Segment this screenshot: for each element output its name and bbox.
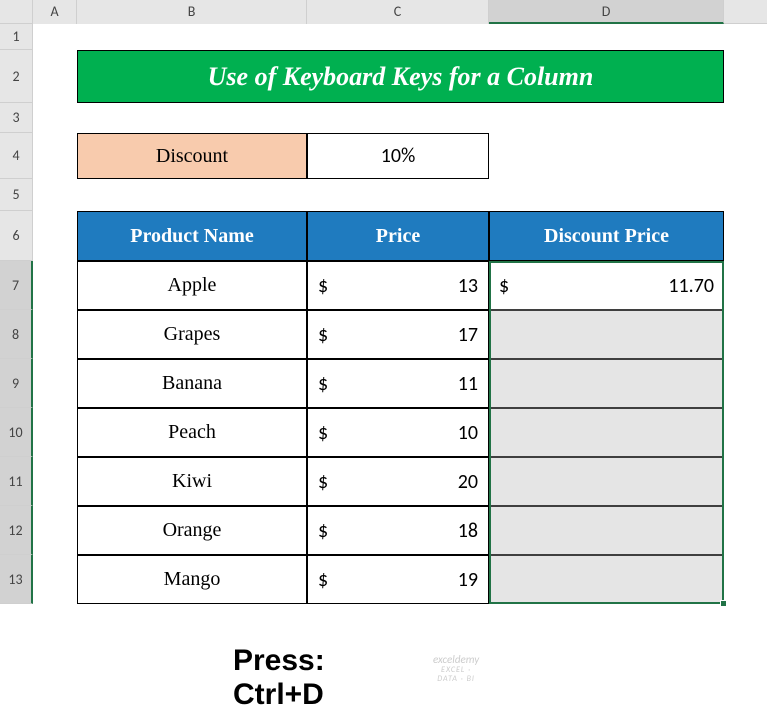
product-name-cell[interactable]: Apple <box>77 261 307 310</box>
row-header-7[interactable]: 7 <box>0 261 33 310</box>
currency-symbol: $ <box>499 274 509 298</box>
discount-price-cell[interactable] <box>489 506 724 555</box>
watermark-line2: EXCEL · DATA · BI <box>433 666 479 684</box>
price-cell[interactable]: $ 18 <box>307 506 489 555</box>
col-header-A[interactable]: A <box>33 0 77 24</box>
product-name-cell[interactable]: Kiwi <box>77 457 307 506</box>
discount-value-cell[interactable]: 10% <box>307 133 489 179</box>
currency-symbol: $ <box>318 470 328 494</box>
header-price[interactable]: Price <box>307 211 489 261</box>
currency-symbol: $ <box>318 421 328 445</box>
product-name-cell[interactable]: Orange <box>77 506 307 555</box>
col-header-C[interactable]: C <box>307 0 489 24</box>
product-name-cell[interactable]: Peach <box>77 408 307 457</box>
row-header-9[interactable]: 9 <box>0 359 33 408</box>
row-header-2[interactable]: 2 <box>0 50 33 103</box>
product-name-cell[interactable]: Grapes <box>77 310 307 359</box>
discount-price-cell[interactable] <box>489 408 724 457</box>
active-discount-price[interactable]: $ 11.70 <box>489 261 724 310</box>
product-name-cell[interactable]: Mango <box>77 555 307 604</box>
fill-handle[interactable] <box>720 600 727 607</box>
price-value: 10 <box>458 421 478 445</box>
header-discount-price[interactable]: Discount Price <box>489 211 724 261</box>
discount-price-cell[interactable] <box>489 310 724 359</box>
row-header-1[interactable]: 1 <box>0 24 33 50</box>
instruction-text: Press: Ctrl+D <box>233 644 325 712</box>
price-cell[interactable]: $ 20 <box>307 457 489 506</box>
col-header-D[interactable]: D <box>489 0 724 24</box>
title-cell[interactable]: Use of Keyboard Keys for a Column <box>77 50 724 103</box>
discount-price-value: 11.70 <box>668 274 714 298</box>
price-value: 17 <box>458 323 478 347</box>
watermark: exceldemy EXCEL · DATA · BI <box>433 654 479 684</box>
row-header-13[interactable]: 13 <box>0 555 33 604</box>
select-all-corner[interactable] <box>0 0 33 24</box>
currency-symbol: $ <box>318 568 328 592</box>
price-value: 11 <box>458 372 478 396</box>
price-cell[interactable]: $ 19 <box>307 555 489 604</box>
column-headers-row: A B C D <box>0 0 767 24</box>
currency-symbol: $ <box>318 519 328 543</box>
discount-price-cell[interactable] <box>489 555 724 604</box>
product-name-cell[interactable]: Banana <box>77 359 307 408</box>
row-header-10[interactable]: 10 <box>0 408 33 457</box>
currency-symbol: $ <box>318 372 328 396</box>
price-cell[interactable]: $ 17 <box>307 310 489 359</box>
currency-symbol: $ <box>318 323 328 347</box>
row-header-6[interactable]: 6 <box>0 211 33 261</box>
row-header-11[interactable]: 11 <box>0 457 33 506</box>
discount-price-cell[interactable] <box>489 457 724 506</box>
spreadsheet-grid: A B C D 1 2 3 4 5 6 7 8 9 10 11 12 13 Us… <box>0 0 767 718</box>
price-value: 19 <box>458 568 478 592</box>
price-value: 18 <box>458 519 478 543</box>
discount-label-cell[interactable]: Discount <box>77 133 307 179</box>
price-value: 13 <box>458 274 478 298</box>
price-cell[interactable]: $ 10 <box>307 408 489 457</box>
currency-symbol: $ <box>318 274 328 298</box>
price-cell[interactable]: $ 13 <box>307 261 489 310</box>
row-headers-col: 1 2 3 4 5 6 7 8 9 10 11 12 13 <box>0 24 33 604</box>
row-header-8[interactable]: 8 <box>0 310 33 359</box>
price-cell[interactable]: $ 11 <box>307 359 489 408</box>
discount-price-cell[interactable] <box>489 359 724 408</box>
row-header-5[interactable]: 5 <box>0 179 33 211</box>
header-product[interactable]: Product Name <box>77 211 307 261</box>
row-header-3[interactable]: 3 <box>0 103 33 133</box>
price-value: 20 <box>458 470 478 494</box>
row-header-4[interactable]: 4 <box>0 133 33 179</box>
row-header-12[interactable]: 12 <box>0 506 33 555</box>
col-header-B[interactable]: B <box>77 0 307 24</box>
